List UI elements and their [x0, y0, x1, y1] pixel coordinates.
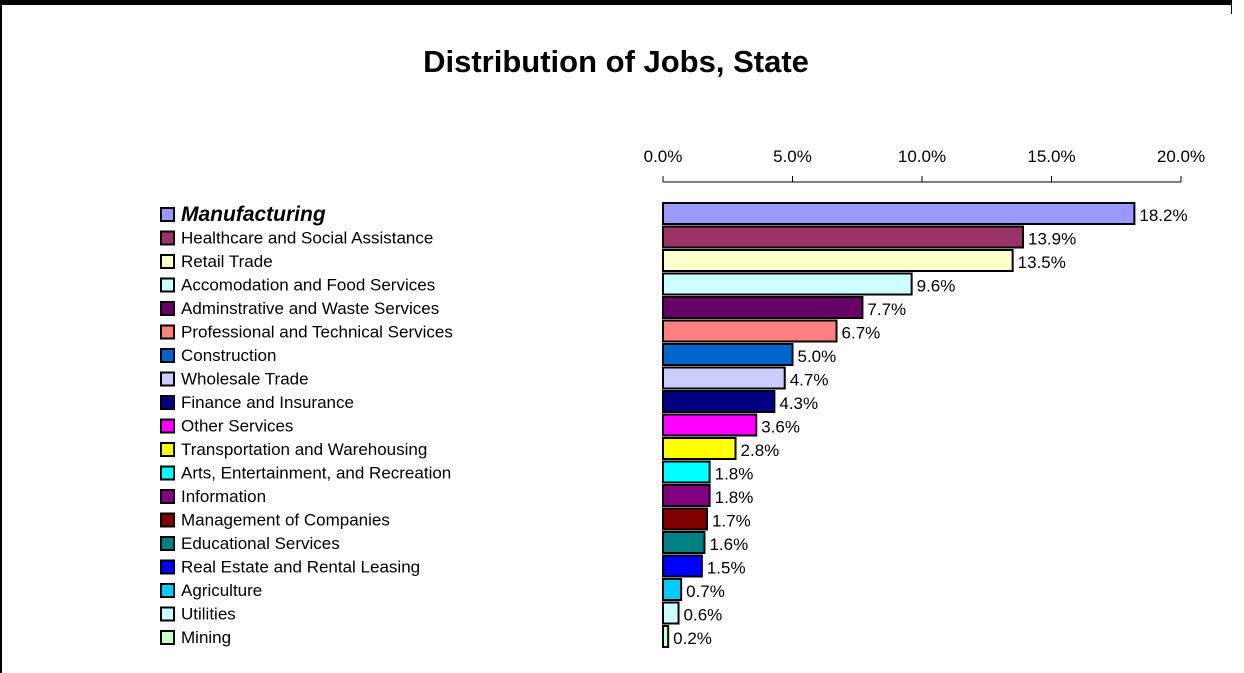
legend-label: Information [181, 487, 266, 506]
bar [662, 601, 680, 625]
bar [662, 578, 683, 601]
bar [662, 272, 913, 296]
frame-top-border [0, 0, 1232, 5]
legend-swatch [160, 512, 175, 528]
bar [662, 319, 838, 343]
bar [662, 625, 670, 648]
bar-value-label: 6.7% [842, 324, 881, 343]
legend-swatch [160, 254, 175, 269]
bar-value-label: 4.3% [779, 394, 818, 413]
x-tick-label: 0.0% [644, 147, 683, 166]
legend-label: Accomodation and Food Services [181, 276, 435, 295]
legend-swatch [160, 348, 175, 363]
legend-swatch [160, 465, 175, 481]
bar [662, 507, 709, 531]
bar-value-label: 1.8% [715, 488, 754, 507]
legend-label: Manufacturing [181, 203, 326, 226]
legend-label: Construction [181, 346, 276, 365]
legend-label: Finance and Insurance [181, 393, 354, 412]
frame-left-border [0, 0, 2, 673]
bar [662, 531, 706, 554]
legend-label: Mining [181, 628, 231, 647]
bar-value-label: 0.7% [686, 582, 725, 601]
bar-value-label: 13.9% [1028, 230, 1076, 249]
legend-label: Healthcare and Social Assistance [181, 229, 433, 248]
legend-label: Management of Companies [181, 511, 390, 530]
bar-value-label: 13.5% [1018, 253, 1066, 272]
legend-swatch [160, 442, 175, 457]
bar-value-label: 4.7% [790, 371, 829, 390]
bar-value-label: 1.5% [707, 559, 746, 578]
bar [662, 296, 864, 319]
legend-swatch [160, 371, 175, 387]
x-axis: 0.0% 5.0% 10.0% 15.0% 20.0% [644, 147, 1205, 183]
bar-value-label: 18.2% [1139, 206, 1187, 225]
bar-value-label: 5.0% [798, 347, 837, 366]
bar-value-label: 1.7% [712, 512, 751, 531]
chart-title: Distribution of Jobs, State [423, 44, 809, 79]
legend-label: Arts, Entertainment, and Recreation [181, 464, 451, 483]
legend-label: Retail Trade [181, 252, 273, 271]
legend-label: Educational Services [181, 534, 340, 553]
legend-swatch [160, 559, 175, 575]
bar [662, 484, 711, 507]
bar [662, 366, 786, 390]
bar [662, 249, 1014, 272]
legend-label: Utilities [181, 605, 236, 624]
legend-label: Other Services [181, 417, 293, 436]
bar [662, 413, 758, 437]
legend-swatch [160, 277, 175, 293]
x-tick-label: 15.0% [1027, 147, 1075, 166]
x-tick-label: 5.0% [773, 147, 812, 166]
legend-swatch [160, 418, 175, 434]
legend-swatch [160, 301, 175, 316]
bar [662, 202, 1136, 225]
bar-value-label: 3.6% [761, 418, 800, 437]
bar [662, 554, 703, 578]
bar [662, 390, 776, 413]
bar [662, 225, 1025, 249]
bar-value-label: 1.8% [715, 465, 754, 484]
legend-swatch [160, 395, 175, 410]
bar-value-label: 0.2% [673, 629, 712, 648]
legend: Manufacturing Healthcare and Social Assis… [160, 203, 453, 647]
bar-value-label: 0.6% [684, 606, 723, 625]
legend-label: Professional and Technical Services [181, 323, 453, 342]
bar-value-label: 7.7% [867, 300, 906, 319]
legend-label: Adminstrative and Waste Services [181, 299, 439, 318]
legend-swatch [160, 536, 175, 551]
legend-swatch [160, 230, 175, 246]
bar-value-label: 1.6% [709, 535, 748, 554]
bar [662, 343, 794, 366]
bars: 18.2% 13.9% 13.5% 9.6% 7.7% 6.7% 5.0% 4.7% 4.3% 3… [662, 202, 1188, 648]
x-tick-label: 20.0% [1157, 147, 1205, 166]
bar-value-label: 2.8% [741, 441, 780, 460]
legend-swatch [160, 630, 175, 645]
legend-swatch [160, 324, 175, 340]
bar-value-label: 9.6% [917, 277, 956, 296]
legend-swatch [160, 583, 175, 598]
frame-right-tick [1231, 0, 1232, 14]
legend-swatch [160, 489, 175, 504]
legend-label: Wholesale Trade [181, 370, 309, 389]
bar [662, 437, 737, 460]
bar [662, 460, 711, 484]
legend-swatch [160, 606, 175, 622]
legend-label: Transportation and Warehousing [181, 440, 427, 459]
legend-swatch [160, 207, 175, 222]
legend-label: Real Estate and Rental Leasing [181, 558, 420, 577]
x-tick-label: 10.0% [898, 147, 946, 166]
legend-label: Agriculture [181, 581, 262, 600]
